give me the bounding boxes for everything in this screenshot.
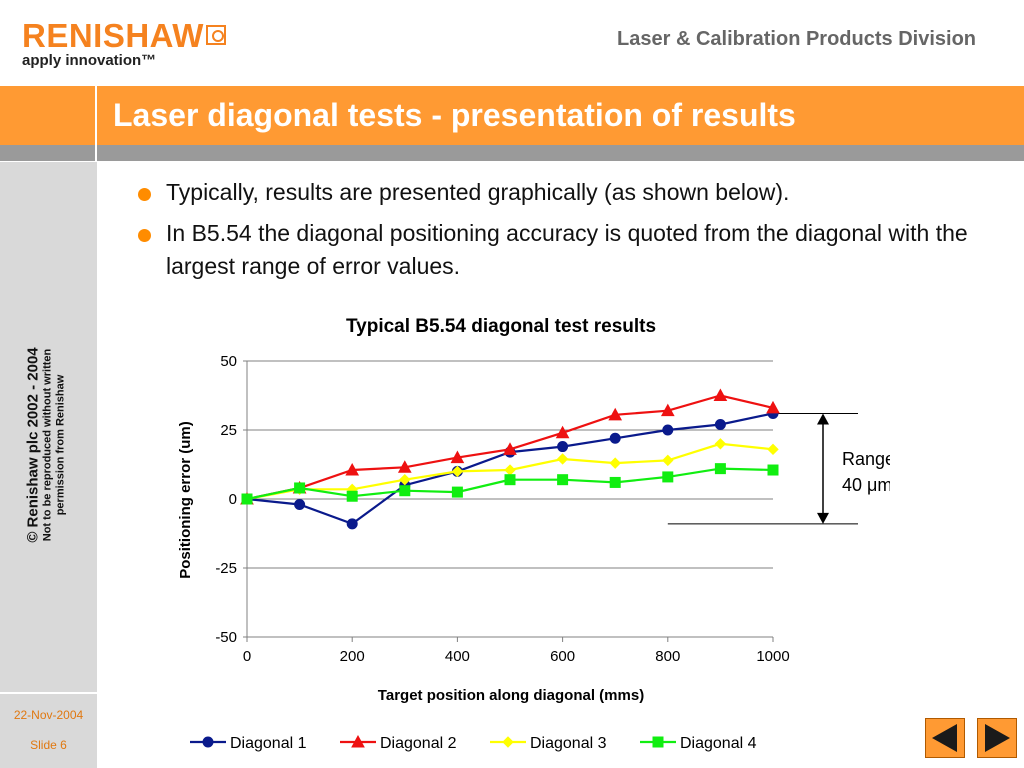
data-point-series-3 (399, 473, 411, 486)
division-title: Laser & Calibration Products Division (617, 28, 976, 50)
data-point-series-4 (609, 476, 621, 488)
slide-title: Laser diagonal tests - presentation of r… (113, 97, 796, 133)
data-point-series-2 (766, 400, 780, 414)
data-point-series-4 (714, 463, 726, 475)
legend-label-4: Diagonal 4 (680, 735, 757, 752)
data-point-series-1 (346, 518, 358, 530)
range-arrow-up-icon (817, 413, 829, 425)
bullet-dot-icon (138, 229, 151, 242)
triangle-right-icon (985, 724, 1010, 752)
data-point-series-2 (345, 462, 360, 476)
slide-date: 22-Nov-2004 (13, 708, 84, 722)
data-point-series-1 (609, 432, 621, 444)
data-point-series-4 (767, 464, 779, 476)
copyright-line-2: permission from Renishaw (54, 374, 67, 516)
data-point-series-4 (451, 486, 463, 498)
y-tick-label: -50 (215, 629, 237, 646)
legend-marker-1 (202, 736, 214, 748)
title-band-left-block (0, 86, 97, 145)
legend-marker-2 (351, 734, 365, 748)
diagonal-test-chart: Typical B5.54 diagonal test results Targ… (177, 316, 890, 752)
y-axis-label: Positioning error (um) (177, 421, 194, 579)
copyright-notice: © Renishaw plc 2002 - 2004 Not to be rep… (25, 245, 68, 645)
data-point-series-2 (555, 425, 570, 439)
range-arrow-down-icon (817, 512, 829, 524)
title-band: Laser diagonal tests - presentation of r… (0, 86, 1024, 145)
logo-tagline: apply innovation™ (22, 52, 157, 69)
legend-marker-4 (652, 736, 664, 748)
data-point-series-2 (450, 450, 465, 464)
data-point-series-4 (399, 485, 411, 497)
data-point-series-1 (714, 418, 726, 430)
x-axis-label: Target position along diagonal (mms) (378, 687, 644, 704)
bullet-dot-icon (138, 188, 151, 201)
logo-wordmark: RENISHAW (22, 18, 226, 54)
copyright-main: © Renishaw plc 2002 - 2004 (24, 347, 42, 543)
data-point-series-2 (660, 403, 675, 417)
data-point-series-1 (557, 441, 569, 453)
y-tick-label: 0 (229, 491, 237, 508)
data-point-series-3 (609, 457, 621, 469)
x-tick-label: 400 (445, 648, 470, 665)
copyright-line-1: Not to be reproduced without written (41, 348, 54, 542)
data-point-series-2 (503, 442, 517, 455)
y-tick-label: -25 (215, 560, 237, 577)
data-point-series-4 (346, 490, 358, 502)
slide-number: Slide 6 (30, 738, 67, 752)
grey-strip (0, 145, 1024, 161)
x-tick-label: 600 (550, 648, 575, 665)
previous-slide-button[interactable] (925, 718, 965, 758)
x-tick-label: 0 (243, 648, 251, 665)
chart-title: Typical B5.54 diagonal test results (346, 316, 656, 337)
data-point-series-3 (767, 443, 779, 456)
data-point-series-1 (662, 424, 674, 436)
data-point-series-2 (608, 407, 623, 421)
data-point-series-4 (504, 474, 516, 486)
data-point-series-4 (662, 471, 674, 483)
data-point-series-4 (557, 474, 569, 486)
data-point-series-2 (713, 388, 728, 401)
data-point-series-4 (294, 482, 306, 494)
legend-marker-3 (502, 736, 514, 748)
sidebar-divider (0, 692, 97, 694)
bullet-item: Typically, results are presented graphic… (136, 176, 996, 209)
legend-label-1: Diagonal 1 (230, 735, 307, 752)
legend-label-3: Diagonal 3 (530, 735, 607, 752)
y-tick-label: 50 (220, 353, 237, 370)
range-value-label: 40 μm (842, 475, 890, 495)
data-point-series-2 (397, 460, 412, 473)
x-tick-label: 1000 (756, 648, 789, 665)
bullet-item: In B5.54 the diagonal positioning accura… (136, 217, 996, 283)
bullet-list: Typically, results are presented graphic… (136, 176, 996, 291)
renishaw-logo: RENISHAW apply innovation™ (22, 18, 226, 69)
next-slide-button[interactable] (977, 718, 1017, 758)
data-point-series-3 (714, 438, 727, 450)
grey-strip-left-block (0, 145, 97, 161)
sidebar (0, 162, 97, 768)
data-point-series-1 (294, 499, 306, 511)
y-tick-label: 25 (220, 422, 237, 439)
data-point-series-3 (451, 465, 464, 478)
data-point-series-3 (556, 453, 569, 465)
logo-emblem-icon (205, 25, 226, 45)
data-point-series-3 (662, 454, 674, 467)
x-tick-label: 800 (655, 648, 680, 665)
range-label: Range (842, 449, 890, 469)
triangle-left-icon (932, 724, 957, 752)
data-point-series-4 (241, 493, 253, 505)
legend-label-2: Diagonal 2 (380, 735, 457, 752)
x-tick-label: 200 (340, 648, 365, 665)
